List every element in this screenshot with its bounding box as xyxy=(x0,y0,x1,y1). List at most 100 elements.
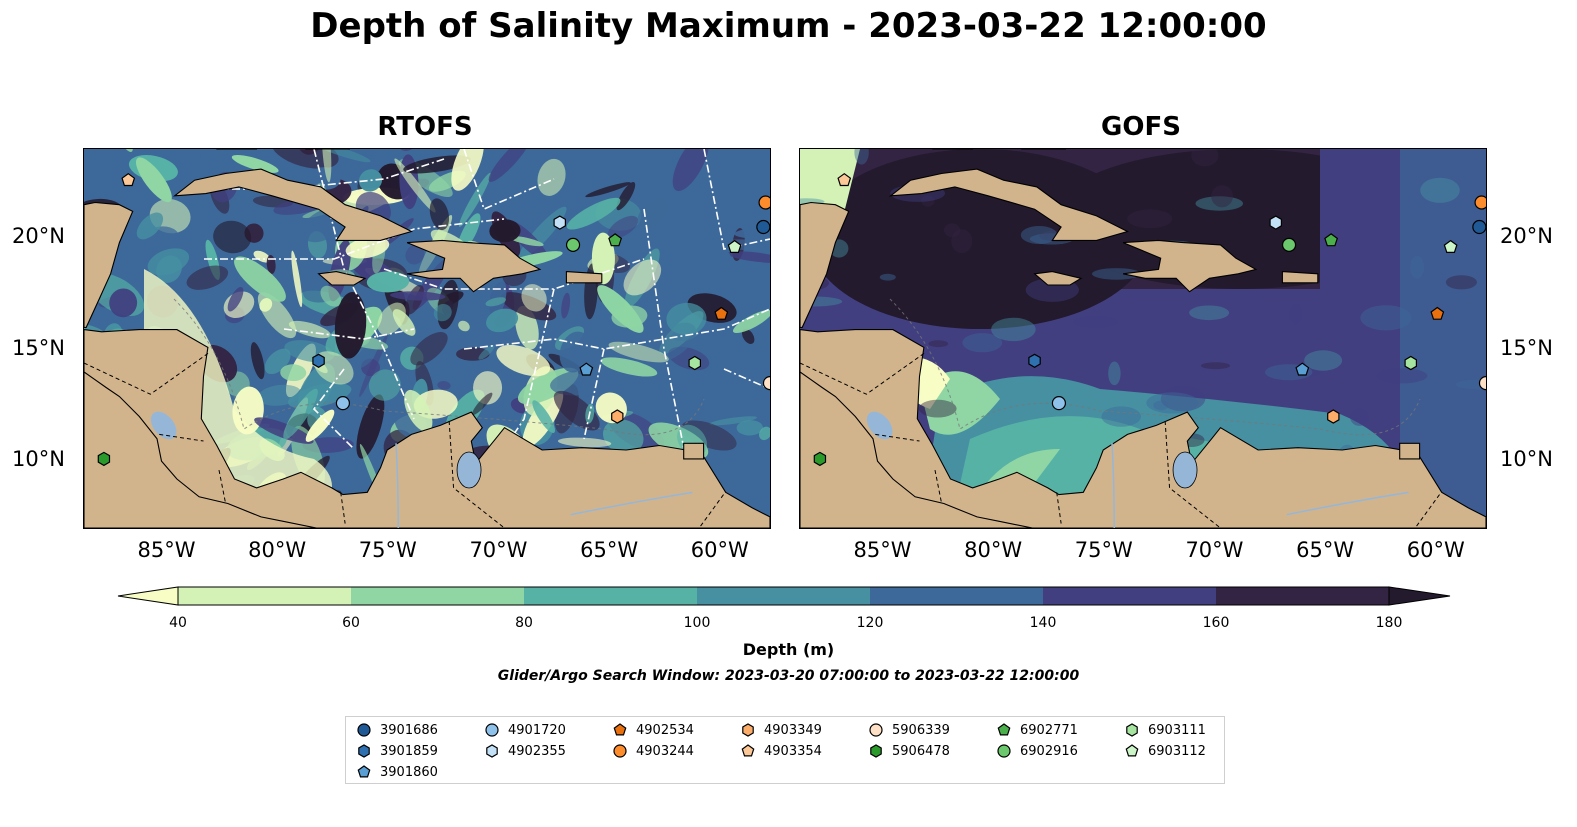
station-6902771-marker[interactable] xyxy=(608,233,623,247)
legend-label: 4903354 xyxy=(764,743,822,759)
legend-marker-4903244[interactable] xyxy=(613,744,627,758)
station-3901686-marker[interactable] xyxy=(756,219,770,235)
legend-marker-3901859[interactable] xyxy=(358,744,370,758)
station-4903354-marker[interactable] xyxy=(837,172,852,187)
figure-title: Depth of Salinity Maximum - 2023-03-22 1… xyxy=(310,6,1267,46)
x-tick-label: 70°W xyxy=(1185,538,1244,562)
legend-marker-3901686[interactable] xyxy=(357,723,371,737)
y-tick-label: 10°N xyxy=(1500,447,1553,472)
circle-marker-icon xyxy=(485,723,499,737)
legend-label: 6902771 xyxy=(1020,722,1078,738)
y-tick-label: 15°N xyxy=(12,335,65,360)
legend-label: 5906339 xyxy=(892,722,950,738)
x-tick-label: 80°W xyxy=(248,538,307,562)
station-4903244-marker[interactable] xyxy=(758,195,770,210)
station-3901859-marker[interactable] xyxy=(1028,353,1041,368)
station-5906339-marker[interactable] xyxy=(762,375,771,391)
x-tick-label: 80°W xyxy=(964,538,1023,562)
circle-marker-icon xyxy=(869,723,883,737)
station-4902355-marker[interactable] xyxy=(553,215,566,230)
x-tick-label: 85°W xyxy=(853,538,912,562)
legend-marker-3901860[interactable] xyxy=(357,765,371,778)
legend-marker-4901720[interactable] xyxy=(485,723,499,737)
legend-item: 6903111 xyxy=(1124,721,1206,739)
legend-item: 6902916 xyxy=(996,742,1078,760)
x-tick-label: 65°W xyxy=(580,538,639,562)
station-6903112-marker[interactable] xyxy=(1443,239,1458,254)
legend-marker-6902916[interactable] xyxy=(997,744,1011,758)
station-3901860-marker[interactable] xyxy=(579,362,594,376)
legend-item: 4901720 xyxy=(484,721,566,739)
station-5906478-marker[interactable] xyxy=(813,451,827,467)
colorbar-bin xyxy=(697,587,871,605)
station-6902771-marker[interactable] xyxy=(1324,233,1339,247)
x-tick-label: 75°W xyxy=(358,538,417,562)
station-3901686-marker[interactable] xyxy=(1472,219,1486,235)
hexagon-marker-icon xyxy=(1126,723,1138,737)
colorbar-extend-high xyxy=(1388,586,1451,606)
colorbar-bin xyxy=(870,587,1044,605)
colorbar-tick-label: 120 xyxy=(856,615,884,631)
legend-label: 3901686 xyxy=(380,722,438,738)
legend-label: 4902355 xyxy=(508,743,566,759)
station-3901859-marker[interactable] xyxy=(312,353,325,368)
circle-marker-icon xyxy=(357,723,371,737)
pentagon-marker-icon xyxy=(613,723,627,736)
station-4902355-marker[interactable] xyxy=(1269,215,1282,230)
legend-label: 4902534 xyxy=(636,722,694,738)
station-6903111-marker[interactable] xyxy=(688,355,702,371)
station-4903244-marker[interactable] xyxy=(1474,195,1486,210)
station-3901860-marker[interactable] xyxy=(1295,362,1310,376)
colorbar-tick-label: 140 xyxy=(1029,615,1057,631)
station-6902916-marker[interactable] xyxy=(565,237,581,252)
legend-label: 3901859 xyxy=(380,743,438,759)
pentagon-marker-icon xyxy=(357,765,371,778)
station-4902534-marker[interactable] xyxy=(1430,306,1445,320)
station-4901720-marker[interactable] xyxy=(1051,396,1067,411)
station-4903349-marker[interactable] xyxy=(1327,409,1340,424)
legend-marker-4903354[interactable] xyxy=(741,744,755,757)
colorbar-bin xyxy=(524,587,698,605)
colorbar-tick-label: 100 xyxy=(683,615,711,631)
station-6903111-marker[interactable] xyxy=(1404,355,1418,371)
legend-marker-6902771[interactable] xyxy=(997,723,1011,736)
legend-item: 4902355 xyxy=(484,742,566,760)
colorbar-extend-low xyxy=(117,586,179,606)
legend-item: 5906339 xyxy=(868,721,950,739)
pentagon-marker-icon xyxy=(741,744,755,757)
legend-label: 3901860 xyxy=(380,764,438,780)
legend-label: 6903112 xyxy=(1148,743,1206,759)
station-6902916-marker[interactable] xyxy=(1281,237,1297,252)
station-4902534-marker[interactable] xyxy=(714,306,729,320)
hexagon-marker-icon xyxy=(486,744,498,758)
station-4903354-marker[interactable] xyxy=(121,172,136,187)
colorbar-bin xyxy=(351,587,525,605)
station-6903112-marker[interactable] xyxy=(727,239,742,254)
hexagon-marker-icon xyxy=(742,723,754,737)
legend-item: 4903349 xyxy=(740,721,822,739)
station-5906339-marker[interactable] xyxy=(1478,375,1487,391)
station-4901720-marker[interactable] xyxy=(335,396,351,411)
colorbar-bin xyxy=(178,587,352,605)
station-5906478-marker[interactable] xyxy=(97,451,111,467)
legend-label: 6903111 xyxy=(1148,722,1206,738)
legend-marker-4902534[interactable] xyxy=(613,723,627,736)
legend-label: 4903244 xyxy=(636,743,694,759)
station-4903349-marker[interactable] xyxy=(611,409,624,424)
y-tick-label: 15°N xyxy=(1500,335,1553,360)
legend-marker-6903111[interactable] xyxy=(1126,723,1138,737)
map-gofs[interactable] xyxy=(799,148,1487,529)
map-rtofs[interactable] xyxy=(83,148,771,529)
legend-label: 4903349 xyxy=(764,722,822,738)
y-tick-label: 20°N xyxy=(12,224,65,249)
legend-marker-4902355[interactable] xyxy=(486,744,498,758)
legend-marker-5906339[interactable] xyxy=(869,723,883,737)
x-tick-label: 70°W xyxy=(469,538,528,562)
colorbar-tick-label: 60 xyxy=(342,615,360,631)
legend-item: 6902771 xyxy=(996,721,1078,739)
legend: 3901686 3901859 3901860 4901720 4902355 49025… xyxy=(345,716,1225,784)
legend-marker-5906478[interactable] xyxy=(870,744,882,758)
legend-item: 6903112 xyxy=(1124,742,1206,760)
legend-marker-6903112[interactable] xyxy=(1125,744,1139,757)
legend-marker-4903349[interactable] xyxy=(742,723,754,737)
